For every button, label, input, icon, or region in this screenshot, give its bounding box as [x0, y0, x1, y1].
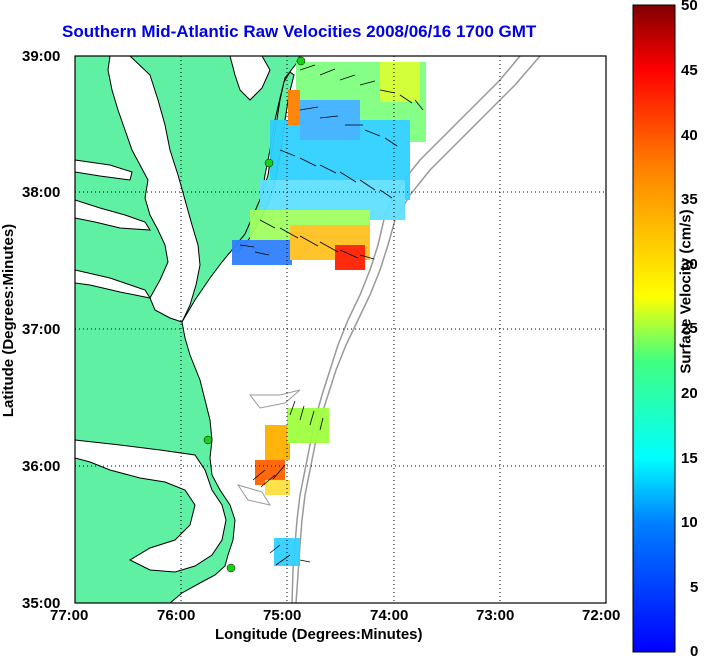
- x-axis-label: Longitude (Degrees:Minutes): [215, 626, 423, 643]
- plot-frame: [74, 55, 607, 604]
- station-marker: [203, 435, 213, 445]
- colorbar-tick: 15: [681, 450, 698, 467]
- velocity-field: [232, 62, 426, 566]
- station-marker: [226, 563, 236, 573]
- colorbar-tick: 35: [681, 191, 698, 208]
- chart-title: Southern Mid-Atlantic Raw Velocities 200…: [62, 22, 537, 41]
- grid: [75, 56, 606, 603]
- station-marker: [296, 56, 306, 66]
- colorbar-tick: 30: [681, 256, 698, 273]
- colorbar-tick: 40: [681, 127, 698, 144]
- colorbar-tick: 45: [681, 62, 698, 79]
- colorbar-tick: 20: [681, 385, 698, 402]
- y-tick-label: 39:00: [22, 48, 61, 65]
- x-tick-label: 77:00: [50, 607, 89, 624]
- colorbar-label: Surface Velocity (cm/s): [677, 209, 695, 374]
- colorbar-tick: 25: [681, 320, 698, 337]
- x-tick-label: 72:00: [582, 607, 621, 624]
- x-tick-label: 74:00: [370, 607, 409, 624]
- x-tick-label: 75:00: [263, 607, 302, 624]
- y-tick-label: 38:00: [22, 184, 61, 201]
- colorbar: [632, 4, 676, 653]
- colorbar-tick: 5: [690, 579, 699, 596]
- stations: [203, 56, 306, 573]
- delaware-bay: [229, 56, 271, 101]
- y-tick-label: 35:00: [22, 595, 61, 612]
- bathymetry-contour: [291, 56, 521, 603]
- y-tick-label: 36:00: [22, 458, 61, 475]
- colorbar-tick: 10: [681, 514, 698, 531]
- y-tick-label: 37:00: [22, 321, 61, 338]
- pamlico-sound: [75, 439, 227, 573]
- y-axis-label: Latitude (Degrees:Minutes): [0, 223, 18, 418]
- station-marker: [264, 158, 274, 168]
- x-tick-label: 73:00: [476, 607, 515, 624]
- colorbar-tick: 50: [681, 0, 698, 14]
- colorbar-tick: 0: [690, 643, 699, 660]
- x-tick-label: 76:00: [157, 607, 196, 624]
